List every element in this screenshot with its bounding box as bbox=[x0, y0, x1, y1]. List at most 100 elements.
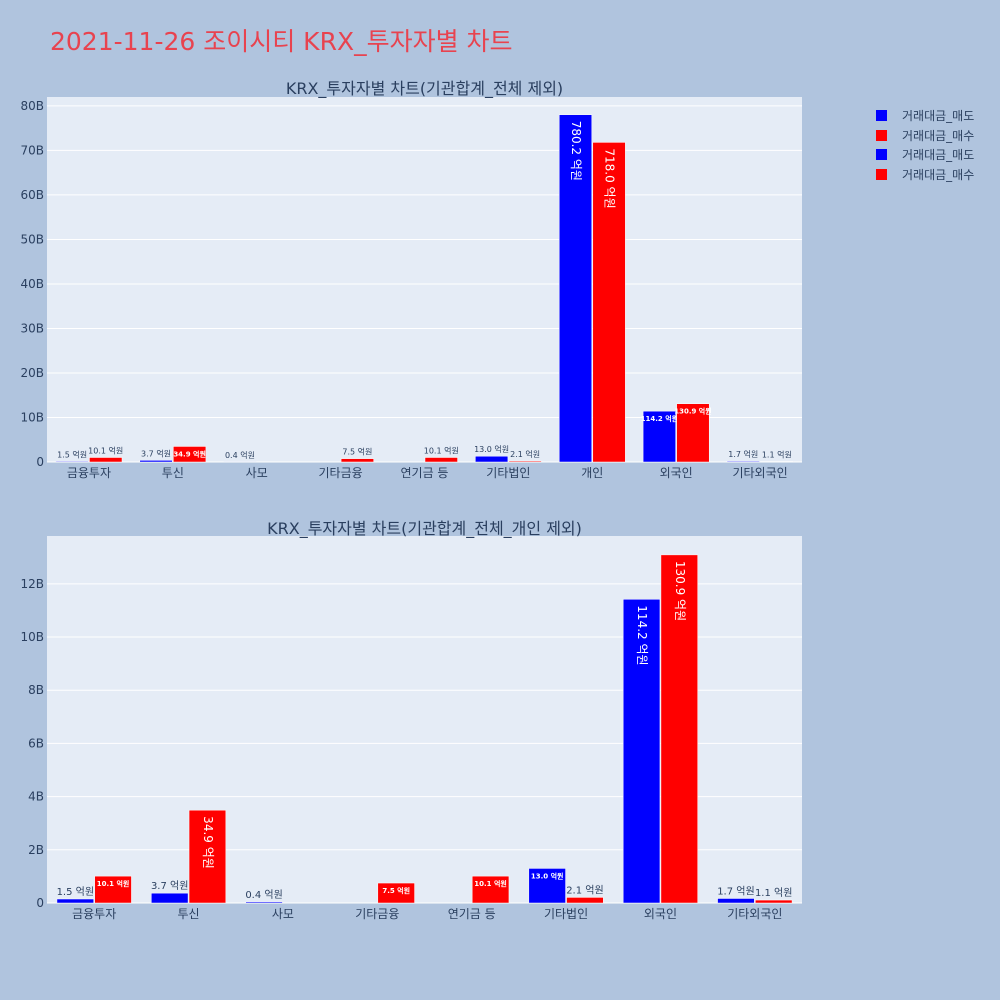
x-tick-label: 기타외국인 bbox=[727, 907, 782, 921]
bar-buy bbox=[566, 897, 604, 904]
legend-label: 거래대금_매수 bbox=[902, 128, 975, 143]
bar-buy bbox=[676, 403, 710, 463]
bar-sell bbox=[726, 460, 760, 463]
data-label: 34.9 억원 bbox=[201, 816, 215, 869]
bar-buy bbox=[173, 446, 207, 463]
data-label: 780.2 억원 bbox=[569, 121, 583, 181]
y-tick-label: 0 bbox=[36, 455, 44, 469]
x-tick-label: 연기금 등 bbox=[401, 466, 449, 480]
bar-sell bbox=[56, 898, 94, 904]
bar-buy bbox=[471, 875, 510, 904]
y-tick-label: 0 bbox=[36, 896, 44, 910]
bar-sell bbox=[151, 892, 189, 904]
bar-buy bbox=[660, 554, 698, 904]
chart-title: KRX_투자자별 차트(기관합계_전체 제외) bbox=[286, 79, 563, 99]
legend-item[interactable]: 거래대금_매도 bbox=[876, 145, 974, 165]
y-tick-label: 50B bbox=[20, 232, 44, 246]
y-tick-label: 80B bbox=[20, 99, 44, 113]
legend-item[interactable]: 거래대금_매수 bbox=[876, 165, 974, 185]
x-tick-label: 사모 bbox=[246, 466, 268, 480]
bar-sell bbox=[622, 599, 661, 904]
bar-sell bbox=[717, 898, 755, 904]
x-tick-label: 기타법인 bbox=[486, 466, 530, 480]
bar-buy bbox=[592, 142, 626, 463]
y-tick-label: 20B bbox=[20, 366, 44, 380]
data-label: 3.7 억원 bbox=[151, 880, 188, 892]
bar-buy bbox=[508, 460, 542, 463]
legend-swatch-buy bbox=[876, 129, 887, 141]
bar-sell bbox=[528, 868, 566, 904]
bar-buy bbox=[755, 899, 793, 904]
page-title: 2021-11-26 조이시티 KRX_투자자별 차트 bbox=[50, 27, 513, 56]
legend-item[interactable]: 거래대금_매도 bbox=[876, 106, 974, 126]
x-tick-label: 기타금융 bbox=[355, 907, 399, 921]
legend-label: 거래대금_매도 bbox=[902, 148, 975, 163]
legend-item[interactable]: 거래대금_매수 bbox=[876, 126, 974, 146]
data-label: 1.7 억원 bbox=[728, 449, 758, 459]
bar-sell bbox=[475, 455, 509, 463]
y-tick-label: 8B bbox=[28, 683, 44, 697]
legend: 거래대금_매도 거래대금_매수 거래대금_매도 거래대금_매수 bbox=[876, 106, 974, 184]
data-label: 10.1 억원 bbox=[88, 446, 123, 456]
data-label: 34.9 억원 bbox=[173, 449, 206, 458]
legend-swatch-buy bbox=[876, 168, 887, 180]
data-label: 10.1 억원 bbox=[424, 446, 459, 456]
data-label: 1.1 억원 bbox=[755, 887, 792, 899]
x-tick-label: 투신 bbox=[162, 466, 184, 480]
chart-title: KRX_투자자별 차트(기관합계_전체_개인 제외) bbox=[267, 519, 582, 539]
bar-buy bbox=[188, 809, 227, 904]
x-tick-label: 기타금융 bbox=[319, 466, 363, 480]
data-label: 1.1 억원 bbox=[762, 450, 792, 460]
x-tick-label: 외국인 bbox=[660, 466, 693, 480]
y-tick-label: 12B bbox=[20, 577, 44, 591]
bar-buy bbox=[340, 458, 374, 463]
data-label: 3.7 억원 bbox=[141, 448, 171, 458]
legend-label: 거래대금_매도 bbox=[902, 109, 975, 124]
data-label: 718.0 억원 bbox=[603, 148, 617, 208]
y-tick-label: 4B bbox=[28, 790, 44, 804]
y-tick-label: 70B bbox=[20, 143, 44, 157]
data-label: 2.1 억원 bbox=[510, 449, 540, 459]
data-label: 2.1 억원 bbox=[566, 884, 603, 896]
data-label: 7.5 억원 bbox=[342, 447, 372, 457]
plot-area bbox=[47, 97, 802, 462]
data-label: 1.7 억원 bbox=[717, 885, 754, 897]
data-label: 114.2 억원 bbox=[641, 414, 678, 423]
y-tick-label: 30B bbox=[20, 321, 44, 335]
bar-sell bbox=[642, 410, 676, 463]
x-tick-label: 투신 bbox=[178, 907, 200, 921]
y-tick-label: 40B bbox=[20, 277, 44, 291]
x-tick-label: 외국인 bbox=[644, 907, 677, 921]
legend-label: 거래대금_매수 bbox=[902, 167, 975, 182]
x-tick-label: 연기금 등 bbox=[448, 907, 496, 921]
data-label: 1.5 억원 bbox=[57, 449, 87, 459]
data-label: 130.9 억원 bbox=[674, 407, 711, 416]
x-tick-label: 금융투자 bbox=[72, 907, 116, 921]
legend-swatch-sell bbox=[876, 149, 887, 161]
x-tick-label: 사모 bbox=[272, 907, 294, 921]
bar-buy bbox=[424, 457, 458, 463]
y-tick-label: 2B bbox=[28, 843, 44, 857]
data-label: 114.2 억원 bbox=[635, 605, 649, 665]
data-label: 13.0 억원 bbox=[474, 444, 509, 454]
bar-buy bbox=[94, 875, 132, 904]
chart-top: KRX_투자자별 차트(기관합계_전체 제외) 0 10B 20B 30B 40B 50B 6… bbox=[20, 79, 802, 480]
bar-sell bbox=[139, 460, 173, 463]
data-label: 0.4 억원 bbox=[225, 450, 255, 460]
data-label: 1.5 억원 bbox=[57, 886, 94, 898]
x-tick-label: 개인 bbox=[581, 466, 603, 480]
bar-buy bbox=[377, 882, 415, 904]
x-tick-label: 기타외국인 bbox=[732, 466, 787, 480]
x-tick-label: 금융투자 bbox=[67, 466, 111, 480]
data-label: 0.4 억원 bbox=[245, 889, 282, 901]
y-tick-label: 6B bbox=[28, 736, 44, 750]
y-tick-label: 60B bbox=[20, 188, 44, 202]
x-tick-label: 기타법인 bbox=[544, 907, 588, 921]
data-label: 10.1 억원 bbox=[97, 879, 130, 888]
data-label: 130.9 억원 bbox=[673, 561, 687, 621]
legend-swatch-sell bbox=[876, 110, 887, 122]
bar-buy bbox=[89, 457, 123, 463]
bar-sell bbox=[245, 901, 283, 904]
bar-sell bbox=[558, 114, 593, 463]
chart-bottom: KRX_투자자별 차트(기관합계_전체_개인 제외) 0 2B 4B 6B 8B 10B 12… bbox=[20, 519, 802, 921]
